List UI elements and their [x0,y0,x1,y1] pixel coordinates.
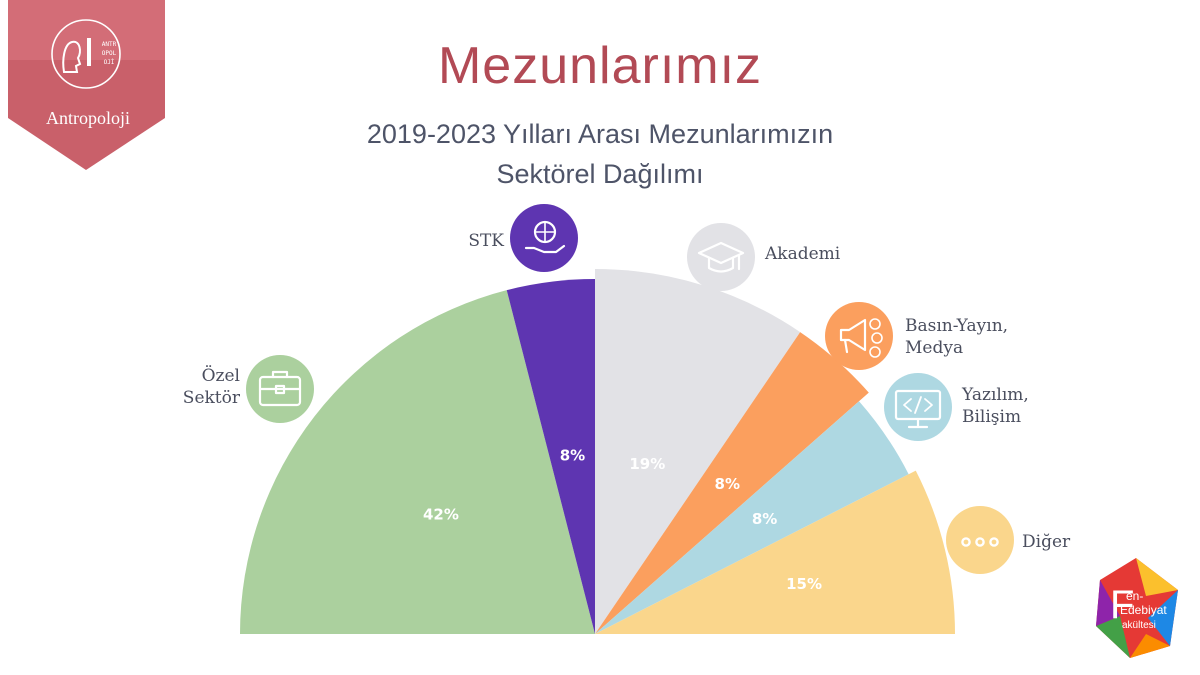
logo-text-3: akültesi [1122,620,1156,631]
data-label: 15% [786,575,822,593]
category-label: STK [468,231,504,251]
badge-label: Antropoloji [46,108,130,128]
pie-slice-diğer [595,470,955,634]
logo-text-2: Edebiyat [1120,603,1167,617]
page-title: Mezunlarımız [437,37,763,95]
data-label: 8% [560,446,585,464]
data-label: 42% [423,505,459,523]
data-label: 8% [752,510,777,528]
category-label: Basın-Yayın, Medya [905,316,1008,358]
pie-slices [240,269,955,634]
page-subtitle: 2019-2023 Yılları Arası Mezunlarımızın S… [300,114,900,194]
category-label: Özel Sektör [183,365,241,408]
briefcase-icon [246,355,314,423]
logo-lettering: ANTR [102,41,117,48]
megaphone-icon [825,302,893,370]
hand-globe-icon [510,204,578,272]
data-label: 8% [715,475,740,493]
department-badge: ANTR OPOL OJİ Antropoloji [8,0,165,170]
svg-text:OPOL: OPOL [102,50,117,57]
subtitle-line-2: Sektörel Dağılımı [496,159,704,189]
pie-slice-stk [506,279,595,634]
category-icons [246,204,1014,574]
department-logo [51,19,121,89]
faculty-logo: F en- Edebiyat akültesi [1096,558,1178,658]
svg-text:OJİ: OJİ [104,59,115,66]
category-label: Diğer [1022,532,1071,552]
code-monitor-icon [884,373,952,441]
subtitle-line-1: 2019-2023 Yılları Arası Mezunlarımızın [366,119,834,149]
pie-slice-özel-sektör [240,290,595,634]
pie-slice-basın-yayın-medya [595,332,869,634]
graduation-cap-icon [687,223,755,291]
category-label: Akademi [764,244,841,264]
data-label: 19% [629,455,665,473]
pie-labels: 42% 8% 19% 8% 8% 15% Özel Sektör STK Akademi Basın… [183,231,1071,593]
ellipsis-icon [946,506,1014,574]
logo-text-1: en- [1126,589,1143,603]
pie-slice-yazılım-bilişim [595,401,909,634]
logo-letter-f: F [1110,583,1134,627]
pie-slice-akademi [595,269,801,634]
category-label: Yazılım, Bilişim [961,385,1029,427]
